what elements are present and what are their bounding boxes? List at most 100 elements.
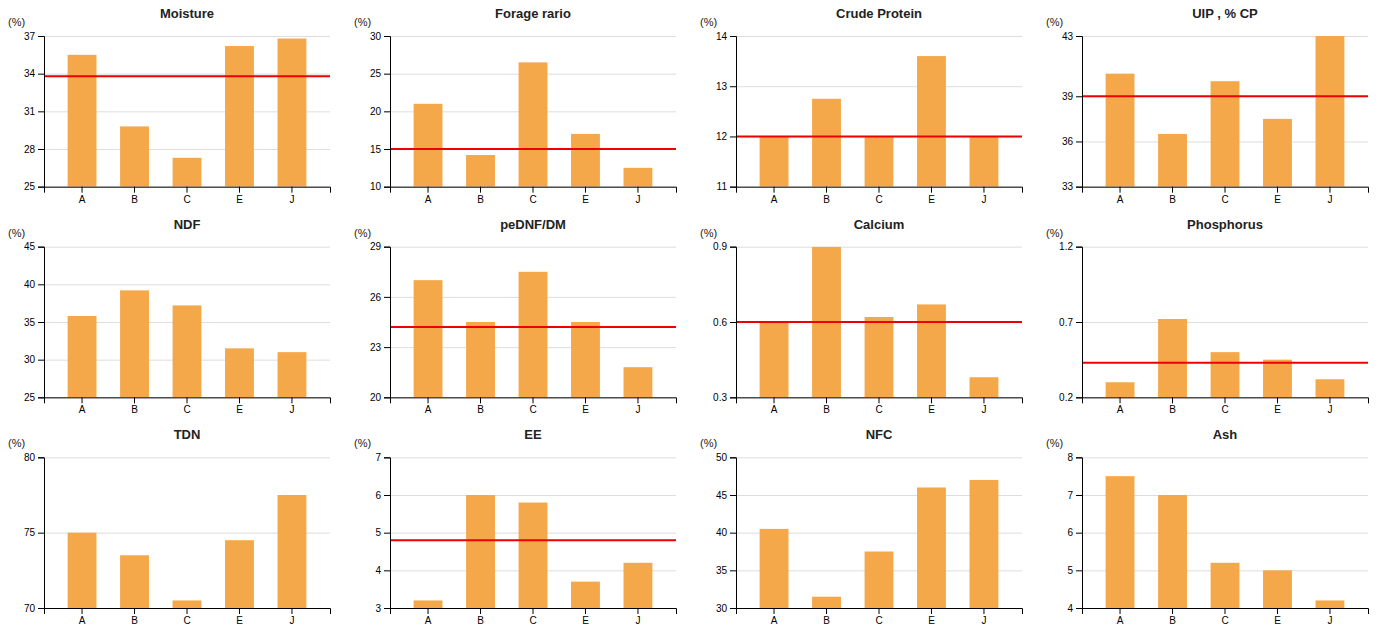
x-tick-mark bbox=[1172, 187, 1173, 193]
y-tick-label: 23 bbox=[370, 342, 382, 353]
y-axis: 34567 bbox=[375, 452, 390, 614]
panel: 2530354045ABCEJNDF(%) bbox=[8, 217, 331, 416]
marks bbox=[1106, 476, 1345, 608]
x-tick-mark bbox=[1120, 187, 1121, 193]
bar bbox=[68, 55, 97, 187]
x-axis: ABCEJ bbox=[1083, 187, 1369, 205]
x-tick-label: E bbox=[928, 404, 935, 415]
x-tick-mark bbox=[1329, 397, 1330, 403]
x-tick-mark bbox=[983, 397, 984, 403]
x-tick-mark bbox=[774, 608, 775, 614]
plot-area: 1015202530ABCEJ bbox=[370, 31, 677, 205]
reference-line bbox=[390, 326, 676, 328]
x-tick: B bbox=[823, 608, 830, 626]
y-tick: 43 bbox=[1062, 31, 1082, 42]
y-axis: 20232629 bbox=[370, 241, 391, 403]
x-tick-label: J bbox=[289, 615, 294, 626]
y-tick-mark bbox=[730, 322, 736, 323]
x-tick-label: B bbox=[823, 404, 830, 415]
grid-tick bbox=[390, 457, 676, 458]
y-tick-mark bbox=[38, 36, 44, 37]
grid-line bbox=[390, 149, 676, 150]
x-tick-mark bbox=[931, 187, 932, 193]
title: Calcium bbox=[854, 217, 905, 232]
marks bbox=[68, 290, 307, 397]
grid-line bbox=[736, 36, 1022, 37]
y-tick: 45 bbox=[716, 490, 736, 501]
y-tick: 0.3 bbox=[713, 392, 736, 403]
y-tick-mark bbox=[1076, 36, 1082, 37]
bar bbox=[760, 529, 789, 608]
reference-line bbox=[390, 539, 676, 541]
y-tick-label: 30 bbox=[24, 354, 36, 365]
bar bbox=[571, 322, 600, 397]
y-tick-label: 8 bbox=[1067, 452, 1073, 463]
bar bbox=[1263, 360, 1292, 398]
grid-line bbox=[736, 136, 1022, 137]
x-tick: E bbox=[1274, 608, 1281, 626]
title: NFC bbox=[866, 427, 893, 442]
x-tick-mark bbox=[291, 187, 292, 193]
bar bbox=[68, 316, 97, 397]
y-tick-label: 5 bbox=[375, 527, 381, 538]
x-tick-mark bbox=[82, 608, 83, 614]
x-tick: E bbox=[236, 608, 243, 626]
x-tick: A bbox=[771, 187, 778, 205]
bar bbox=[1158, 134, 1187, 187]
plot-area: 11121314ABCEJ bbox=[716, 31, 1023, 205]
grid-line bbox=[1082, 247, 1368, 248]
x-tick-label: J bbox=[1327, 404, 1332, 415]
grid-line bbox=[44, 284, 330, 285]
x-axis: ABCEJ bbox=[1083, 608, 1369, 626]
x-tick: C bbox=[1221, 397, 1228, 415]
y-tick: 75 bbox=[24, 527, 44, 538]
marks bbox=[44, 39, 330, 187]
y-tick-mark bbox=[1076, 141, 1082, 142]
bar bbox=[1316, 36, 1345, 187]
y-tick: 10 bbox=[370, 181, 390, 192]
y-tick-label: 12 bbox=[716, 131, 728, 142]
x-tick-label: B bbox=[1169, 194, 1176, 205]
y-tick-label: 39 bbox=[1062, 91, 1074, 102]
y-tick-label: 45 bbox=[24, 241, 36, 252]
y-label: (%) bbox=[8, 16, 25, 28]
y-tick: 23 bbox=[370, 342, 390, 353]
y-axis: 2528313437 bbox=[24, 31, 45, 193]
y-tick: 4 bbox=[375, 565, 390, 576]
x-tick: E bbox=[928, 397, 935, 415]
x-tick: J bbox=[635, 397, 640, 415]
y-tick-mark bbox=[730, 570, 736, 571]
plot-area: 33363943ABCEJ bbox=[1062, 31, 1369, 205]
y-tick-mark bbox=[730, 457, 736, 458]
x-tick-mark bbox=[1277, 608, 1278, 614]
y-tick-label: 36 bbox=[1062, 136, 1074, 147]
x-tick-mark bbox=[1120, 608, 1121, 614]
bar bbox=[1263, 570, 1292, 608]
y-tick-label: 43 bbox=[1062, 31, 1074, 42]
grid-line bbox=[44, 36, 330, 37]
plot-area: 45678ABCEJ bbox=[1067, 452, 1368, 626]
reference-line bbox=[44, 75, 330, 77]
y-tick: 25 bbox=[24, 181, 44, 192]
x-tick-mark bbox=[637, 397, 638, 403]
grid-line bbox=[736, 457, 1022, 458]
y-tick: 0.9 bbox=[713, 241, 736, 252]
x-tick-mark bbox=[931, 608, 932, 614]
title: NDF bbox=[174, 217, 201, 232]
x-tick-mark bbox=[291, 397, 292, 403]
x-tick-label: J bbox=[289, 194, 294, 205]
grid-tick bbox=[1082, 247, 1368, 248]
bar bbox=[865, 317, 894, 397]
y-tick-label: 70 bbox=[24, 603, 36, 614]
title: TDN bbox=[174, 427, 201, 442]
y-tick-label: 80 bbox=[24, 452, 36, 463]
y-tick-mark bbox=[384, 111, 390, 112]
y-tick: 11 bbox=[717, 181, 736, 192]
x-tick: A bbox=[79, 397, 86, 415]
x-tick: E bbox=[582, 397, 589, 415]
x-tick-mark bbox=[239, 397, 240, 403]
bar bbox=[414, 280, 443, 397]
y-axis: 0.30.60.9 bbox=[713, 241, 736, 403]
y-tick: 25 bbox=[24, 392, 44, 403]
y-label: (%) bbox=[700, 16, 717, 28]
